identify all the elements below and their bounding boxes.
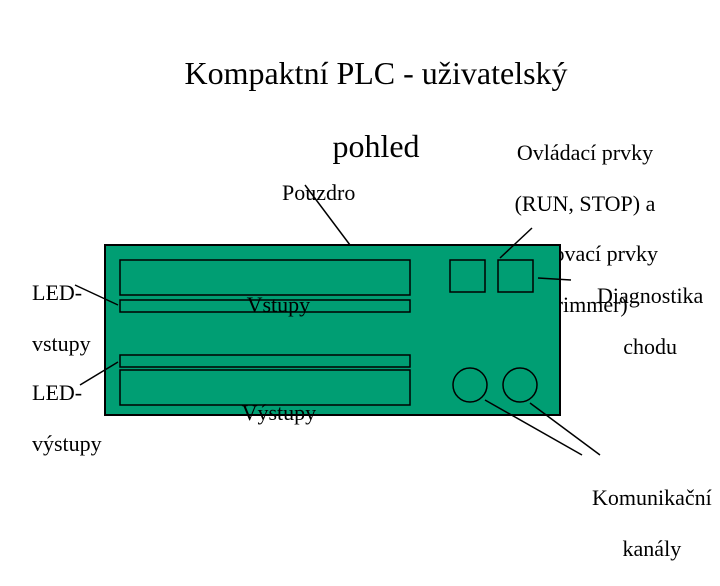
label-pouzdro: Pouzdro [260,155,355,231]
label-diagnostika-l1: chodu [623,334,677,359]
line-komunikacni-1 [485,400,582,455]
label-ovladaci-l1: (RUN, STOP) a [515,191,656,216]
label-led-vystupy-l0: LED- [32,380,82,405]
label-vstupy-inside-text: Vstupy [247,292,311,317]
label-vystupy-inside-text: Výstupy [242,400,317,425]
ctrl-box-1 [450,260,485,292]
label-diagnostika: Diagnostika chodu [575,258,703,384]
diagram-stage: Kompaktní PLC - uživatelský pohled Pouzd… [0,0,720,540]
comm-port-2 [503,368,537,402]
label-led-vstupy-l1: vstupy [32,331,91,356]
label-komunikacni: Komunikační kanály [570,460,712,586]
led-vystupy-bar [120,355,410,367]
title-line1: Kompaktní PLC - uživatelský [184,55,567,91]
label-ovladaci-l0: Ovládací prvky [517,140,653,165]
label-led-vstupy-l0: LED- [32,280,82,305]
label-vstupy-inside: Vstupy [225,267,310,343]
plc-side-stub [428,300,453,340]
label-vystupy-inside: Výstupy [220,375,316,451]
label-komunikacni-l0: Komunikační [592,485,712,510]
label-led-vystupy: LED- výstupy [10,355,102,481]
comm-port-1 [453,368,487,402]
label-diagnostika-l0: Diagnostika [597,283,703,308]
label-pouzdro-text: Pouzdro [282,180,355,205]
label-led-vystupy-l1: výstupy [32,431,102,456]
line-komunikacni-2 [530,403,600,455]
